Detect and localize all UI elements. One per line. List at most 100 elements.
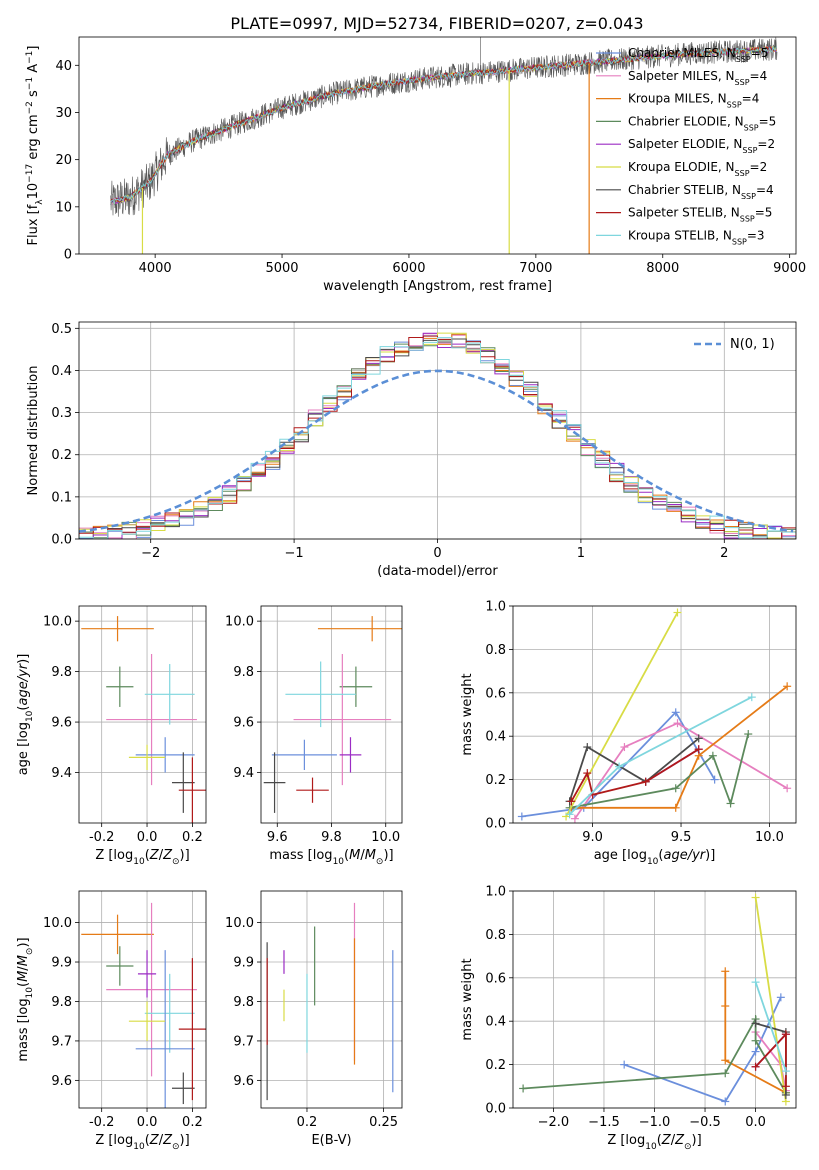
x-tick-label: 0.0	[745, 1115, 766, 1130]
legend-tail: =5	[755, 206, 773, 220]
mass-weight-line	[568, 737, 700, 802]
spectrum-frame	[78, 36, 797, 255]
x-tick-label: -0.2	[89, 830, 114, 845]
y-tick-label: 9.8	[51, 995, 72, 1010]
label-part: )]	[180, 848, 190, 863]
label-part: )]	[180, 1133, 190, 1148]
x-tick-label: 0.0	[137, 830, 158, 845]
age-vs-Z-y-label: age [log10(age/yr)]	[16, 654, 35, 776]
mass-weight-vs-Z-y-label: mass weight	[460, 958, 475, 1040]
label-part: Z	[674, 1133, 685, 1148]
legend-label: Chabrier MILES, NSSP=5	[628, 46, 768, 64]
legend-sub: SSP	[740, 214, 755, 223]
label-part: ⊙	[684, 1142, 692, 1152]
legend-label-normal: N(0, 1)	[730, 337, 775, 352]
plot-layer: 4000 5000 6000 7000 8000 9000010203040Chabrie…	[16, 36, 806, 1152]
mass-weight-line	[571, 685, 788, 809]
mass-weight-vs-age-x-label: age [log10(age/yr)]	[594, 848, 716, 867]
label-part: 10	[133, 857, 145, 867]
legend-label: Kroupa ELODIE, NSSP=2	[628, 160, 767, 178]
legend-sub: SSP	[744, 123, 759, 132]
label-part: Z	[162, 848, 173, 863]
legend-tail: =4	[756, 183, 774, 197]
mass-weight-vs-age-frame	[512, 605, 797, 824]
mass-vs-EBV-frame	[260, 890, 403, 1109]
x-tick-label: 0.2	[297, 1115, 318, 1130]
y-tick-label: 30	[55, 106, 72, 121]
label-part: age/yr	[16, 662, 31, 705]
label-part: Z	[162, 1133, 173, 1148]
y-tick-label: 9.8	[233, 665, 254, 680]
legend-tail: =2	[750, 160, 768, 174]
label-part: λ	[35, 199, 45, 205]
x-tick-label: 9.5	[671, 830, 692, 845]
label-part: )]	[16, 654, 31, 664]
y-tick-label: 20	[55, 153, 72, 168]
histogram-steps	[79, 332, 796, 539]
label-part: 10	[645, 1142, 657, 1152]
legend-text: Salpeter MILES, N	[628, 69, 735, 83]
label-part: M	[16, 955, 31, 966]
legend-text: Chabrier MILES, N	[628, 46, 736, 60]
y-tick-label: 0.4	[51, 364, 72, 379]
x-tick-label: 9.8	[321, 830, 342, 845]
mass-vs-EBV-x-label: E(B-V)	[311, 1133, 351, 1148]
label-part: /	[159, 848, 164, 863]
legend-text: Salpeter STELIB, N	[628, 206, 740, 220]
y-tick-label: 10.0	[225, 916, 254, 931]
label-part: )]	[16, 937, 31, 947]
mass-vs-Z-x-label: Z [log10(Z/Z⊙)]	[95, 1133, 189, 1152]
spectrum-model-line	[110, 45, 778, 206]
x-tick-label: −1.5	[588, 1115, 620, 1130]
legend-label: Salpeter STELIB, NSSP=5	[628, 206, 772, 224]
label-part: ⊙	[376, 857, 384, 867]
legend-sub: SSP	[735, 77, 750, 86]
label-part: ⊙	[25, 948, 35, 956]
y-tick-label: 0	[64, 248, 72, 263]
label-part: (	[145, 848, 150, 863]
legend-tail: =5	[751, 46, 769, 60]
legend-tail: =3	[747, 228, 765, 242]
mass-weight-line	[754, 981, 787, 1072]
y-tick-label: 0.4	[485, 1015, 506, 1030]
age-vs-mass-x-label: mass [log10(M/M⊙)]	[269, 848, 393, 867]
legend-sub: SSP	[736, 55, 751, 64]
y-tick-label: 0.0	[485, 1102, 506, 1117]
y-tick-label: 9.6	[233, 1074, 254, 1089]
label-part: erg cm	[26, 114, 41, 163]
y-tick-label: 9.7	[51, 1034, 72, 1049]
label-part: 10	[26, 183, 41, 200]
mass-weight-vs-age-y-label: mass weight	[460, 673, 475, 755]
legend-label: Kroupa STELIB, NSSP=3	[628, 228, 765, 246]
x-tick-label: -0.2	[89, 1115, 114, 1130]
label-part: M	[365, 848, 376, 863]
age-vs-Z-frame	[78, 605, 207, 824]
legend-sub: SSP	[732, 237, 747, 246]
histogram-frame	[78, 321, 797, 540]
label-part: 10	[133, 1142, 145, 1152]
label-part: age/yr	[663, 848, 706, 863]
legend-tail: =5	[759, 114, 777, 128]
label-part: Flux [f	[26, 204, 41, 245]
label-part: Z	[149, 1133, 160, 1148]
label-part: −17	[25, 164, 35, 183]
y-tick-label: 9.8	[233, 995, 254, 1010]
label-part: )]	[692, 1133, 702, 1148]
x-tick-label: 9000	[773, 261, 806, 276]
x-tick-label: 4000	[139, 261, 172, 276]
legend-tail: =4	[750, 69, 768, 83]
label-part: 10	[647, 857, 659, 867]
x-tick-label: 9.0	[582, 830, 603, 845]
y-tick-label: 0.0	[51, 533, 72, 548]
x-tick-label: −1.0	[639, 1115, 671, 1130]
label-part: age [log	[594, 848, 647, 863]
x-tick-label: 0.2	[182, 830, 203, 845]
label-part: (	[657, 1133, 662, 1148]
label-part: age [log	[16, 722, 31, 775]
legend-label: Chabrier STELIB, NSSP=4	[628, 183, 774, 201]
y-tick-label: 9.6	[51, 716, 72, 731]
legend-text: Chabrier ELODIE, N	[628, 114, 744, 128]
mass-weight-line	[754, 897, 787, 1102]
histogram-y-label: Normed distribution	[26, 366, 41, 496]
